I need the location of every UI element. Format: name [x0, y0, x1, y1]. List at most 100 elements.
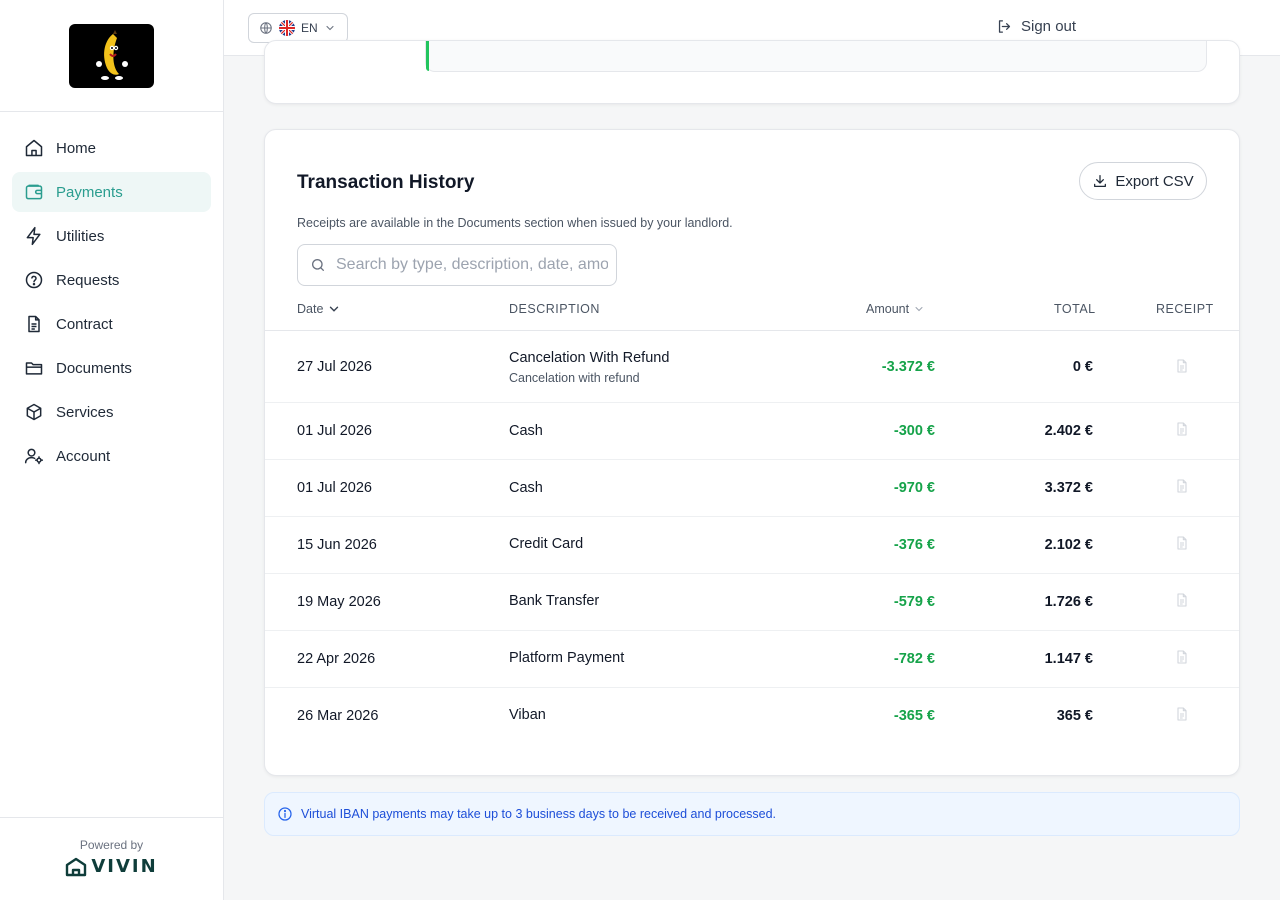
search-input[interactable] — [336, 256, 608, 274]
row-amount: -970 € — [893, 480, 935, 496]
sidebar-item-services[interactable]: Services — [12, 392, 211, 432]
chevron-down-icon — [915, 307, 923, 312]
chevron-down-icon — [330, 306, 339, 312]
page-title: Transaction History — [297, 172, 475, 193]
folder-icon — [25, 362, 43, 375]
row-amount: -3.372 € — [881, 359, 935, 375]
row-date: 22 Apr 2026 — [297, 651, 376, 667]
sidebar-item-label: Services — [56, 403, 114, 421]
sidebar-item-label: Documents — [56, 359, 132, 377]
row-description-sub: Cancelation with refund — [509, 371, 640, 385]
row-description: Cancelation With Refund — [509, 350, 670, 366]
sidebar-item-account[interactable]: Account — [12, 436, 211, 476]
receipts-note: Receipts are available in the Documents … — [297, 216, 733, 230]
receipt-document-icon — [1174, 592, 1190, 612]
logo-area — [0, 0, 223, 112]
receipt-document-icon — [1174, 358, 1190, 378]
row-date: 27 Jul 2026 — [297, 359, 372, 375]
row-total: 2.402 € — [1044, 423, 1093, 439]
table-row[interactable]: 15 Jun 2026 Credit Card -376 € 2.102 € — [265, 517, 1239, 574]
language-code: EN — [301, 21, 318, 35]
sidebar-item-documents[interactable]: Documents — [12, 348, 211, 388]
row-amount: -376 € — [893, 537, 935, 553]
powered-by-label: Powered by — [79, 838, 144, 852]
column-total: TOTAL — [1054, 302, 1096, 316]
file-text-icon — [28, 315, 40, 333]
download-icon — [1094, 175, 1107, 187]
home-icon — [25, 139, 43, 157]
house-logo-icon — [66, 857, 87, 876]
transaction-history-card: Transaction History Export CSV Receipts … — [264, 129, 1240, 776]
column-amount[interactable]: Amount — [866, 302, 925, 316]
info-icon — [278, 807, 292, 821]
brand-name: VIVIN — [91, 856, 158, 877]
column-date-label: Date — [297, 302, 324, 316]
sidebar: Home Payments Utilities Requests Contrac… — [0, 0, 224, 900]
sign-out-label: Sign out — [1021, 18, 1077, 35]
row-amount: -579 € — [893, 594, 935, 610]
row-description: Cash — [509, 423, 543, 439]
globe-icon — [260, 22, 272, 34]
box-icon — [26, 403, 42, 421]
export-csv-button[interactable]: Export CSV — [1079, 162, 1207, 200]
progress-fill — [426, 41, 429, 71]
table-row[interactable]: 01 Jul 2026 Cash -300 € 2.402 € — [265, 403, 1239, 460]
row-amount: -365 € — [893, 708, 935, 724]
search-box — [297, 244, 617, 286]
company-logo[interactable] — [69, 23, 154, 88]
row-date: 01 Jul 2026 — [297, 423, 372, 439]
sidebar-item-label: Contract — [56, 315, 113, 333]
progress-track — [425, 41, 1207, 72]
help-circle-icon — [25, 271, 43, 289]
table-row[interactable]: 19 May 2026 Bank Transfer -579 € 1.726 € — [265, 574, 1239, 631]
user-cog-icon — [24, 448, 44, 465]
row-amount: -300 € — [893, 423, 935, 439]
row-date: 19 May 2026 — [297, 594, 381, 610]
row-description: Cash — [509, 480, 543, 496]
sidebar-item-contract[interactable]: Contract — [12, 304, 211, 344]
sidebar-item-label: Home — [56, 139, 97, 157]
export-csv-label: Export CSV — [1115, 172, 1194, 190]
uk-flag-icon — [279, 20, 295, 36]
sidebar-item-label: Account — [56, 447, 111, 465]
row-total: 3.372 € — [1044, 480, 1093, 496]
row-total: 2.102 € — [1044, 537, 1093, 553]
sidebar-nav: Home Payments Utilities Requests Contrac… — [0, 112, 223, 496]
table-row[interactable]: 22 Apr 2026 Platform Payment -782 € 1.14… — [265, 631, 1239, 688]
sign-out-icon — [998, 20, 1011, 33]
payment-progress-card — [264, 40, 1240, 104]
column-receipt-label: RECEIPT — [1156, 302, 1214, 316]
search-icon — [312, 259, 324, 271]
sidebar-item-label: Requests — [56, 271, 120, 289]
receipt-document-icon — [1174, 706, 1190, 726]
receipt-document-icon — [1174, 421, 1190, 441]
sidebar-item-payments[interactable]: Payments — [12, 172, 211, 212]
table-row[interactable]: 27 Jul 2026 Cancelation With Refund Canc… — [265, 332, 1239, 403]
row-date: 15 Jun 2026 — [297, 537, 377, 553]
table-row[interactable]: 26 Mar 2026 Viban -365 € 365 € — [265, 688, 1239, 745]
row-description: Platform Payment — [509, 650, 625, 666]
row-description: Viban — [509, 707, 546, 723]
language-selector[interactable]: EN — [248, 13, 348, 43]
lightning-icon — [26, 226, 41, 246]
row-description: Bank Transfer — [509, 593, 600, 609]
sidebar-item-label: Payments — [56, 183, 123, 201]
row-description: Credit Card — [509, 536, 584, 552]
row-amount: -782 € — [893, 651, 935, 667]
table-row[interactable]: 01 Jul 2026 Cash -970 € 3.372 € — [265, 460, 1239, 517]
receipt-document-icon — [1174, 649, 1190, 669]
sidebar-item-home[interactable]: Home — [12, 128, 211, 168]
sidebar-item-label: Utilities — [56, 227, 105, 245]
column-description: DESCRIPTION — [509, 302, 600, 316]
column-amount-label: Amount — [866, 302, 910, 316]
info-banner: Virtual IBAN payments may take up to 3 b… — [264, 792, 1240, 836]
sidebar-item-utilities[interactable]: Utilities — [12, 216, 211, 256]
info-banner-text: Virtual IBAN payments may take up to 3 b… — [301, 807, 777, 821]
sidebar-item-requests[interactable]: Requests — [12, 260, 211, 300]
sign-out-button[interactable]: Sign out — [996, 18, 1076, 35]
row-total: 1.726 € — [1044, 594, 1093, 610]
receipt-document-icon — [1174, 535, 1190, 555]
row-total: 0 € — [1072, 359, 1093, 375]
column-date[interactable]: Date — [297, 302, 341, 316]
row-date: 26 Mar 2026 — [297, 708, 379, 724]
